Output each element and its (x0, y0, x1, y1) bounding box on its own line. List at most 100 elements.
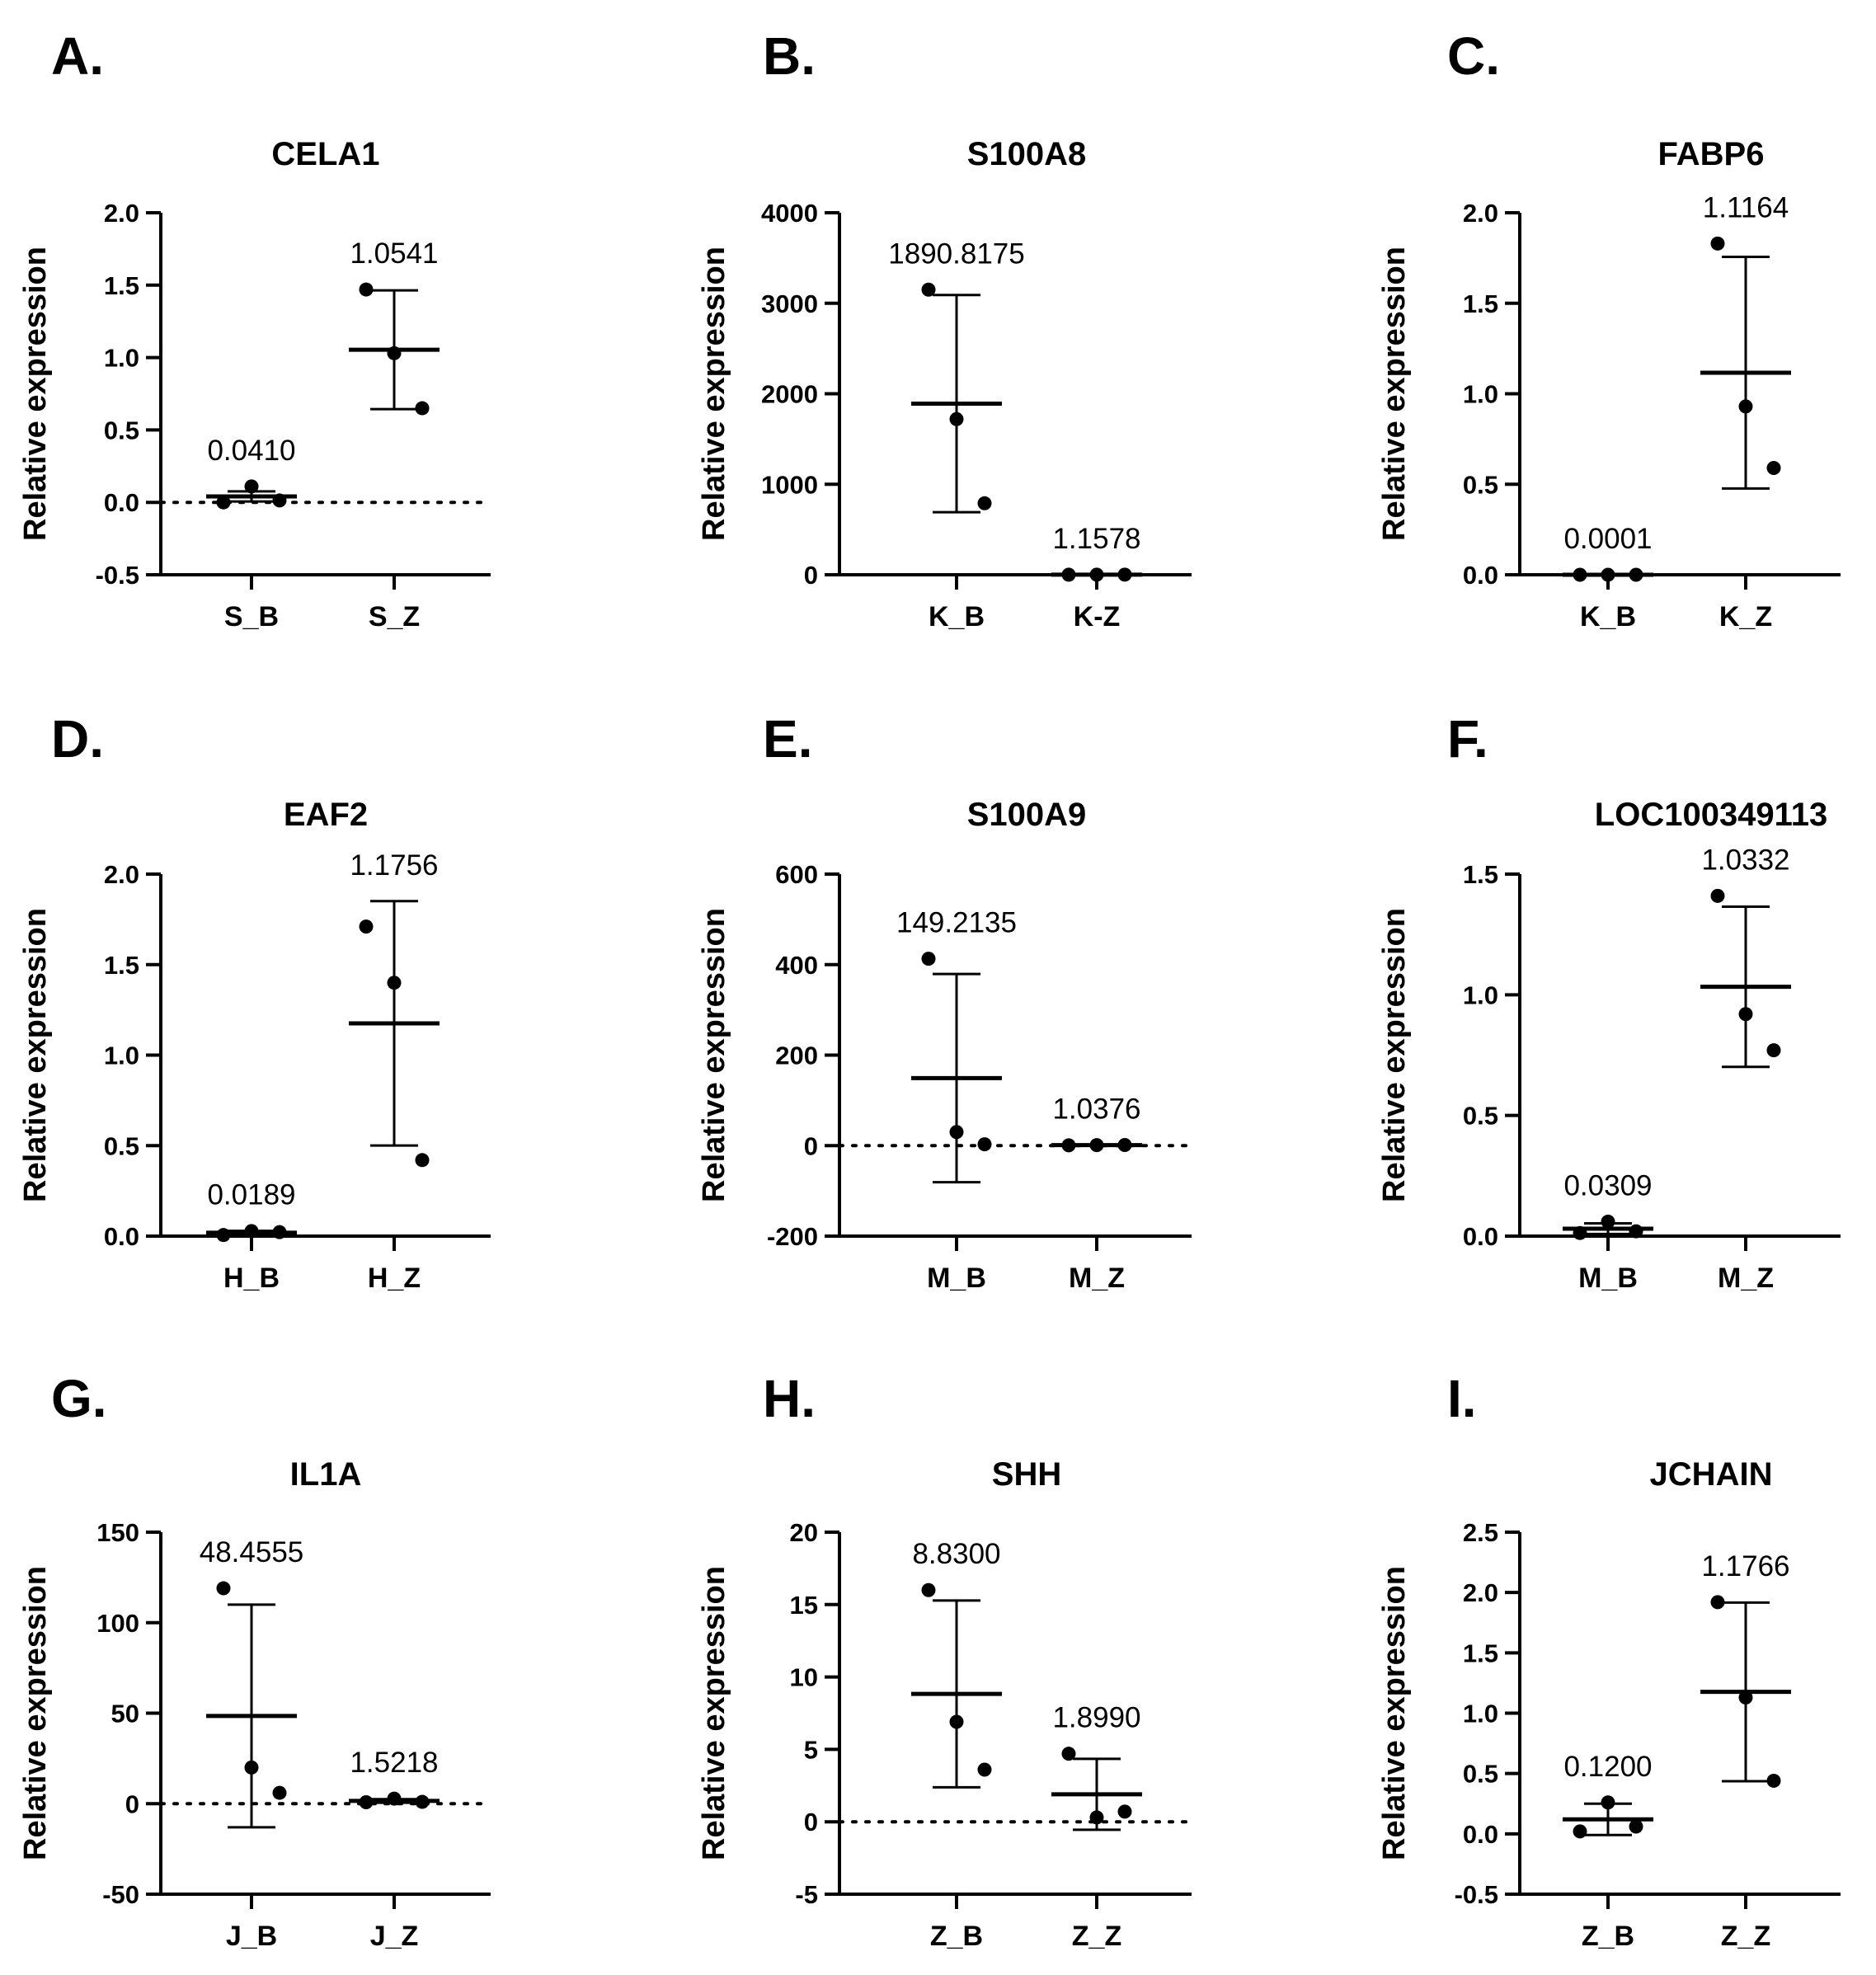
y-axis-label: Relative expression (1377, 247, 1412, 541)
panel-f: F. LOC100349113 Relative expression 0.0 0.5 1… (1377, 709, 1841, 1294)
panel-h: H. SHH Relative expression -5 0 5 10 15 20 Z_B 8.8… (697, 1369, 1193, 1952)
panel-letter: I. (1447, 1369, 1477, 1428)
mean-value-label: 1.0332 (1701, 844, 1789, 876)
data-point (272, 1785, 287, 1800)
y-tick-label: 2000 (761, 380, 818, 409)
x-tick-label: M_Z (1718, 1263, 1774, 1294)
y-tick-label: 0 (804, 1808, 818, 1836)
y-tick-label: 2.0 (104, 860, 139, 889)
y-tick-label: 600 (775, 860, 818, 889)
y-tick-label: 1.0 (104, 1042, 139, 1070)
x-tick-label: K_B (1580, 601, 1636, 632)
panel-e: E. S100A9 Relative expression -200 0 200 400 60… (697, 709, 1193, 1294)
x-tick-label: S_B (224, 601, 279, 632)
y-tick-label: 0.0 (104, 488, 139, 517)
x-tick-label: S_Z (369, 601, 420, 632)
data-point (1710, 236, 1725, 251)
y-tick-label: 0.5 (1463, 1760, 1498, 1789)
y-tick-label: 0.0 (1463, 1820, 1498, 1849)
y-tick-label: 0.5 (104, 416, 139, 444)
panel-letter: H. (763, 1369, 816, 1428)
y-tick-label: 1.5 (1463, 860, 1498, 889)
mean-value-label: 0.0410 (207, 435, 295, 467)
y-tick-label: -0.5 (1455, 1880, 1498, 1909)
y-tick-label: 3000 (761, 289, 818, 318)
x-tick-label: Z_B (930, 1921, 983, 1952)
mean-value-label: 8.8300 (912, 1538, 1000, 1570)
y-tick-label: -200 (767, 1222, 818, 1251)
data-point (1061, 1747, 1076, 1761)
data-point (1601, 1214, 1615, 1229)
y-axis-label: Relative expression (697, 247, 731, 541)
panel-letter: B. (763, 26, 816, 86)
x-tick-label: K_B (929, 601, 985, 632)
y-tick-label: 200 (775, 1042, 818, 1070)
y-tick-label: 1.5 (1463, 289, 1498, 318)
data-point (359, 282, 374, 297)
mean-value-label: 1.0376 (1052, 1093, 1140, 1125)
mean-value-label: 1.0541 (350, 237, 438, 270)
y-tick-label: 2.0 (104, 199, 139, 228)
y-tick-label: 1.0 (1463, 980, 1498, 1009)
y-tick-label: 2.0 (1463, 199, 1498, 228)
data-point (1629, 1819, 1643, 1834)
y-tick-label: -5 (795, 1880, 818, 1909)
panel-letter: D. (51, 709, 104, 769)
gene-title: CELA1 (271, 136, 379, 172)
data-point (1629, 1224, 1643, 1239)
y-tick-label: 2.0 (1463, 1578, 1498, 1607)
mean-value-label: 0.0189 (207, 1179, 295, 1211)
y-axis-label: Relative expression (1377, 908, 1412, 1202)
panel-letter: G. (51, 1369, 107, 1428)
data-point (921, 952, 936, 966)
y-tick-label: 0.0 (1463, 1222, 1498, 1251)
y-tick-label: 15 (790, 1591, 818, 1620)
data-point (244, 479, 259, 494)
panel-c: C. FABP6 Relative expression 0.0 0.5 1.0 1.5 2.… (1377, 26, 1841, 632)
y-axis-label: Relative expression (697, 1566, 731, 1860)
gene-title: IL1A (290, 1456, 362, 1493)
data-point (977, 1762, 992, 1777)
data-point (1710, 1595, 1725, 1610)
data-point (415, 401, 430, 416)
y-tick-label: 0.5 (1463, 1102, 1498, 1131)
y-tick-label: 1.0 (1463, 380, 1498, 409)
x-tick-label: Z_B (1582, 1921, 1634, 1952)
x-tick-label: K_Z (1719, 601, 1772, 632)
y-axis-label: Relative expression (1377, 1566, 1412, 1860)
x-tick-label: Z_Z (1072, 1921, 1121, 1952)
y-tick-label: 10 (790, 1663, 818, 1692)
y-tick-label: 4000 (761, 199, 818, 228)
y-axis-label: Relative expression (697, 908, 731, 1202)
x-tick-label: M_B (927, 1263, 986, 1294)
panel-d: D. EAF2 Relative expression 0.0 0.5 1.0 1.5 2.0… (18, 709, 491, 1294)
mean-value-label: 48.4555 (200, 1536, 304, 1568)
panel-letter: C. (1447, 26, 1500, 86)
data-point (1117, 1804, 1132, 1819)
data-point (1766, 1773, 1781, 1788)
y-tick-label: 0.5 (1463, 470, 1498, 499)
y-tick-label: 1.5 (104, 951, 139, 980)
panel-b: B. S100A8 Relative expression 0 1000 2000 3000… (697, 26, 1192, 632)
y-tick-label: 0 (804, 1131, 818, 1160)
gene-title: LOC100349113 (1595, 797, 1827, 833)
x-tick-label: H_Z (368, 1263, 421, 1294)
y-tick-label: 1000 (761, 470, 818, 499)
y-tick-label: -0.5 (96, 561, 139, 590)
mean-value-label: 1.1756 (350, 849, 438, 882)
data-point (921, 1582, 936, 1597)
mean-value-label: 0.0309 (1563, 1169, 1652, 1201)
panel-a: A. CELA1 Relative expression -0.5 0.0 0.5 1.0 1… (18, 26, 492, 632)
gene-title: FABP6 (1658, 136, 1765, 172)
panel-letter: F. (1447, 709, 1488, 769)
y-tick-label: 1.0 (1463, 1700, 1498, 1728)
y-axis-label: Relative expression (18, 247, 53, 541)
mean-value-label: 1.1578 (1052, 523, 1140, 555)
panel-letter: A. (51, 26, 104, 86)
x-tick-label: J_Z (370, 1921, 419, 1952)
gene-title: S100A8 (967, 136, 1087, 172)
data-point (977, 496, 992, 510)
x-tick-label: J_B (226, 1921, 277, 1952)
y-tick-label: 0.5 (104, 1131, 139, 1160)
